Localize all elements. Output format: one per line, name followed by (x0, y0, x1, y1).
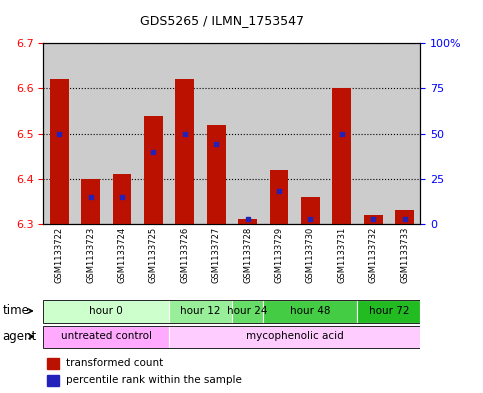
Bar (175, 79, 194, 224)
Bar (357, 43, 389, 224)
Bar (232, 43, 263, 224)
Bar (301, 197, 320, 224)
Bar (364, 215, 383, 224)
Text: transformed count: transformed count (66, 358, 163, 368)
Bar (395, 211, 414, 224)
Bar (43, 43, 75, 224)
Bar (207, 125, 226, 224)
Bar (263, 300, 357, 323)
Text: hour 0: hour 0 (89, 306, 123, 316)
Bar (270, 170, 288, 224)
Text: time: time (2, 305, 29, 318)
Text: GDS5265 / ILMN_1753547: GDS5265 / ILMN_1753547 (140, 14, 304, 27)
Bar (75, 43, 106, 224)
Text: agent: agent (2, 330, 37, 343)
Bar (169, 325, 420, 349)
Bar (47, 375, 58, 386)
Bar (113, 174, 131, 224)
Bar (232, 300, 263, 323)
Bar (332, 88, 351, 224)
Text: mycophenolic acid: mycophenolic acid (246, 331, 343, 342)
Bar (47, 358, 58, 369)
Bar (263, 43, 295, 224)
Bar (295, 43, 326, 224)
Bar (81, 179, 100, 224)
Bar (144, 116, 163, 224)
Bar (50, 79, 69, 224)
Text: hour 48: hour 48 (290, 306, 330, 316)
Bar (357, 300, 420, 323)
Bar (106, 43, 138, 224)
Bar (138, 43, 169, 224)
Text: percentile rank within the sample: percentile rank within the sample (66, 375, 242, 385)
Bar (43, 325, 169, 349)
Text: hour 72: hour 72 (369, 306, 409, 316)
Bar (389, 43, 420, 224)
Text: untreated control: untreated control (61, 331, 152, 342)
Bar (169, 43, 200, 224)
Bar (43, 300, 169, 323)
Text: hour 24: hour 24 (227, 306, 268, 316)
Bar (238, 220, 257, 224)
Bar (169, 300, 232, 323)
Bar (326, 43, 357, 224)
Text: hour 12: hour 12 (180, 306, 221, 316)
Bar (200, 43, 232, 224)
